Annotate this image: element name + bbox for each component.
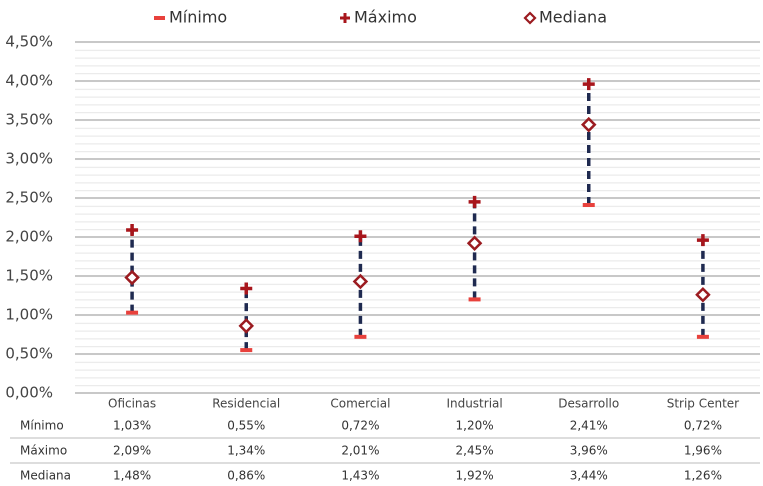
y-tick-label: 0,50% [5,345,53,363]
y-tick-label: 4,00% [5,72,53,90]
min-marker [126,310,139,315]
table-cell: 0,86% [227,469,265,483]
y-tick-label: 2,50% [5,189,53,207]
median-marker [352,273,369,290]
table-row-label: Máximo [20,444,67,458]
legend-label: Máximo [354,8,417,27]
table-cell: 2,09% [113,444,151,458]
table-cell: 1,96% [684,444,722,458]
min-marker [696,334,709,339]
median-marker [580,116,597,133]
x-tick-label: Comercial [330,397,390,411]
x-tick-label: Strip Center [667,397,739,411]
table-cell: 0,72% [341,419,379,433]
y-tick-label: 1,50% [5,267,53,285]
median-marker [124,269,140,286]
max-marker [696,234,709,247]
y-tick-label: 4,50% [5,33,53,51]
max-marker [468,195,481,208]
y-tick-label: 3,00% [5,150,53,168]
x-tick-label: Desarrollo [558,397,619,411]
x-tick-label: Industrial [446,397,502,411]
median-marker [238,318,255,334]
table-cell: 2,41% [570,419,608,433]
legend-label: Mediana [539,8,607,27]
table-cell: 0,72% [684,419,722,433]
table-row-label: Mediana [20,469,71,483]
x-tick-label: Residencial [212,397,280,411]
table-row-label: Mínimo [20,419,64,433]
min-marker [354,334,367,339]
max-marker [240,282,253,295]
x-tick-label: Oficinas [108,397,156,411]
legend-marker [154,16,165,20]
max-marker [354,230,367,243]
table-cell: 1,20% [456,419,494,433]
legend-label: Mínimo [169,8,227,27]
table-cell: 1,26% [684,469,722,483]
max-marker [126,223,139,236]
y-tick-label: 0,00% [5,384,53,402]
y-tick-label: 2,00% [5,228,53,246]
table-cell: 2,45% [456,444,494,458]
legend-marker [523,11,537,25]
y-tick-label: 1,00% [5,306,53,324]
table-cell: 1,92% [456,469,494,483]
table-cell: 1,03% [113,419,151,433]
table-cell: 3,44% [570,469,608,483]
median-marker [695,286,711,303]
table-cell: 1,34% [227,444,265,458]
table-cell: 1,48% [113,469,151,483]
min-marker [240,348,253,353]
max-marker [582,78,595,91]
min-marker [582,203,595,208]
legend-marker [340,13,350,23]
table-cell: 2,01% [341,444,379,458]
table-cell: 3,96% [570,444,608,458]
table-cell: 0,55% [227,419,265,433]
median-marker [466,235,483,252]
minor-grid [75,42,760,393]
table-cell: 1,43% [341,469,379,483]
y-tick-label: 3,50% [5,111,53,129]
min-marker [468,297,481,302]
